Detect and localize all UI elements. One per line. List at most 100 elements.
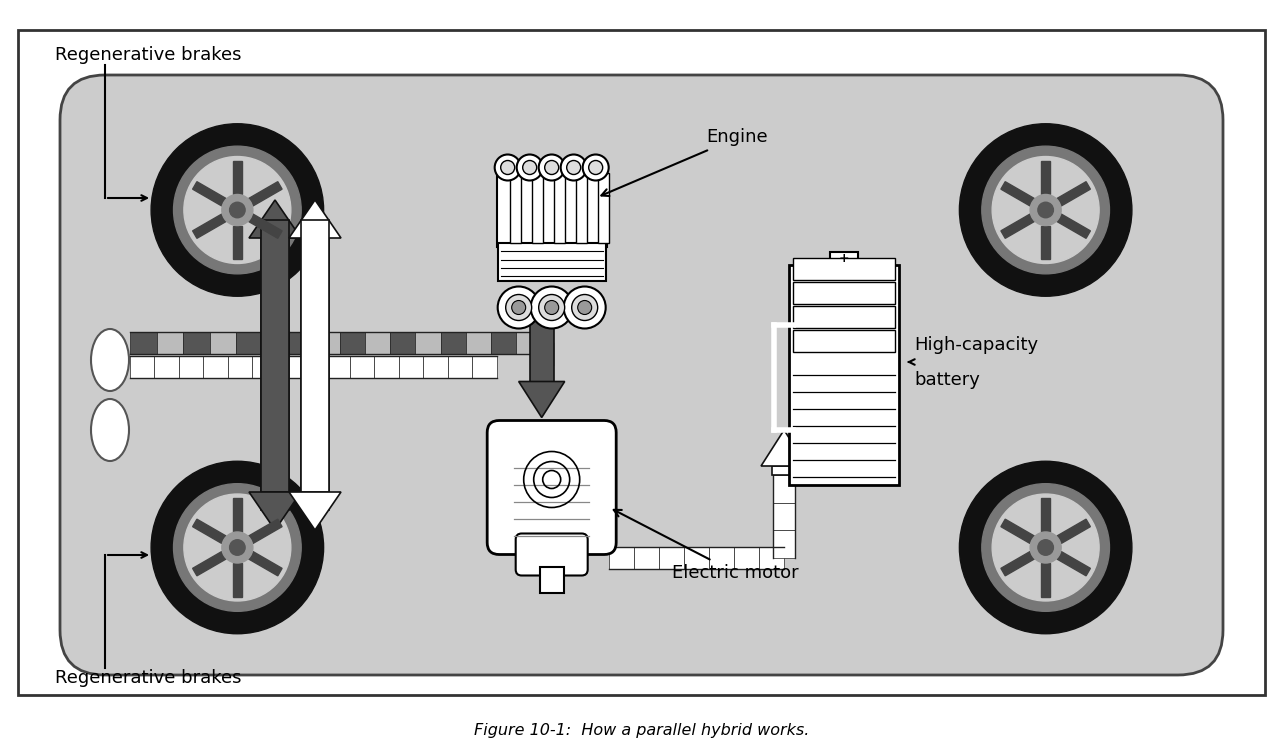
Polygon shape bbox=[774, 503, 795, 530]
Polygon shape bbox=[761, 430, 807, 466]
Circle shape bbox=[173, 484, 302, 611]
Bar bbox=[554, 173, 566, 244]
Circle shape bbox=[561, 154, 586, 181]
Circle shape bbox=[567, 160, 581, 175]
Polygon shape bbox=[260, 220, 289, 492]
Bar bbox=[793, 330, 896, 352]
Polygon shape bbox=[760, 547, 784, 568]
Polygon shape bbox=[178, 356, 203, 378]
Polygon shape bbox=[154, 356, 178, 378]
Circle shape bbox=[151, 461, 323, 634]
Circle shape bbox=[582, 154, 608, 181]
Circle shape bbox=[522, 160, 536, 175]
Circle shape bbox=[183, 494, 291, 601]
Circle shape bbox=[539, 295, 565, 320]
Bar bbox=[540, 566, 563, 592]
Circle shape bbox=[1030, 194, 1061, 226]
Polygon shape bbox=[236, 332, 263, 354]
Polygon shape bbox=[249, 200, 302, 238]
Polygon shape bbox=[249, 519, 282, 544]
Circle shape bbox=[992, 494, 1100, 601]
Circle shape bbox=[589, 160, 603, 175]
Polygon shape bbox=[375, 356, 399, 378]
Circle shape bbox=[500, 160, 514, 175]
Polygon shape bbox=[249, 214, 282, 238]
FancyBboxPatch shape bbox=[498, 242, 606, 280]
Polygon shape bbox=[183, 332, 209, 354]
Polygon shape bbox=[491, 332, 517, 354]
Polygon shape bbox=[390, 332, 416, 354]
Polygon shape bbox=[263, 332, 289, 354]
Circle shape bbox=[960, 124, 1132, 296]
Polygon shape bbox=[192, 551, 226, 576]
Polygon shape bbox=[684, 547, 709, 568]
Bar bbox=[830, 252, 858, 265]
Polygon shape bbox=[1042, 498, 1049, 532]
Bar bbox=[793, 282, 896, 304]
Bar bbox=[793, 306, 896, 328]
Polygon shape bbox=[302, 356, 326, 378]
Bar bbox=[18, 30, 1265, 695]
Circle shape bbox=[230, 202, 245, 217]
Polygon shape bbox=[192, 214, 226, 238]
Polygon shape bbox=[517, 332, 541, 354]
Polygon shape bbox=[260, 238, 289, 510]
Polygon shape bbox=[448, 356, 472, 378]
Circle shape bbox=[230, 540, 245, 555]
Text: +: + bbox=[839, 252, 849, 265]
Polygon shape bbox=[350, 356, 375, 378]
Polygon shape bbox=[157, 332, 183, 354]
Circle shape bbox=[173, 146, 302, 274]
Text: Regenerative brakes: Regenerative brakes bbox=[55, 669, 241, 687]
Polygon shape bbox=[192, 182, 226, 206]
Polygon shape bbox=[302, 238, 328, 510]
Polygon shape bbox=[326, 356, 350, 378]
Polygon shape bbox=[518, 382, 565, 418]
Polygon shape bbox=[234, 226, 241, 260]
Polygon shape bbox=[774, 475, 795, 502]
Polygon shape bbox=[289, 200, 341, 238]
Polygon shape bbox=[249, 492, 302, 530]
Polygon shape bbox=[1057, 519, 1091, 544]
Polygon shape bbox=[1057, 182, 1091, 206]
Polygon shape bbox=[289, 492, 341, 530]
FancyBboxPatch shape bbox=[60, 75, 1223, 675]
Circle shape bbox=[495, 154, 521, 181]
Circle shape bbox=[563, 286, 606, 328]
Polygon shape bbox=[302, 220, 328, 492]
Circle shape bbox=[222, 532, 253, 563]
Circle shape bbox=[981, 484, 1110, 611]
Circle shape bbox=[577, 301, 591, 314]
Circle shape bbox=[1038, 540, 1053, 555]
Polygon shape bbox=[130, 332, 157, 354]
Polygon shape bbox=[1001, 182, 1034, 206]
Polygon shape bbox=[234, 563, 241, 597]
FancyBboxPatch shape bbox=[516, 533, 588, 575]
Polygon shape bbox=[609, 547, 634, 568]
Polygon shape bbox=[249, 182, 282, 206]
Polygon shape bbox=[709, 547, 734, 568]
Polygon shape bbox=[1001, 519, 1034, 544]
Polygon shape bbox=[314, 332, 340, 354]
Circle shape bbox=[960, 461, 1132, 634]
Circle shape bbox=[222, 194, 253, 226]
Polygon shape bbox=[130, 356, 154, 378]
Text: Regenerative brakes: Regenerative brakes bbox=[55, 46, 241, 64]
Polygon shape bbox=[227, 356, 253, 378]
Polygon shape bbox=[734, 547, 760, 568]
Bar bbox=[793, 258, 896, 280]
Ellipse shape bbox=[91, 329, 130, 391]
Polygon shape bbox=[1057, 214, 1091, 238]
FancyBboxPatch shape bbox=[488, 421, 616, 554]
Polygon shape bbox=[192, 519, 226, 544]
Circle shape bbox=[517, 154, 543, 181]
Circle shape bbox=[539, 154, 565, 181]
Polygon shape bbox=[1057, 551, 1091, 576]
Polygon shape bbox=[399, 356, 423, 378]
Circle shape bbox=[572, 295, 598, 320]
Polygon shape bbox=[1042, 160, 1049, 194]
Circle shape bbox=[512, 301, 526, 314]
Text: High-capacity: High-capacity bbox=[913, 336, 1038, 354]
Polygon shape bbox=[289, 332, 314, 354]
Circle shape bbox=[981, 146, 1110, 274]
